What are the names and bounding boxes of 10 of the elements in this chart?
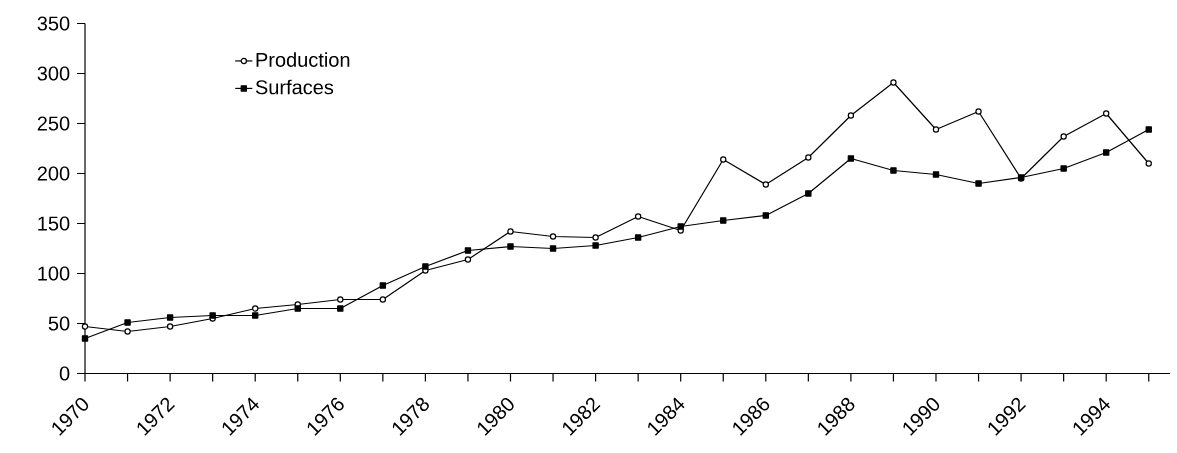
y-tick-label: 200 [37,166,70,181]
y-tick-label: 250 [37,116,70,131]
y-tick-label: 350 [37,16,70,31]
y-tick-label: 50 [48,316,70,331]
y-tick-label: 0 [59,366,70,381]
y-tick-label: 150 [38,216,70,231]
legend-label: Surfaces [255,79,334,95]
y-tick-label: 300 [37,66,70,81]
y-tick-label: 100 [38,266,70,281]
legend-label: Production [256,52,350,67]
